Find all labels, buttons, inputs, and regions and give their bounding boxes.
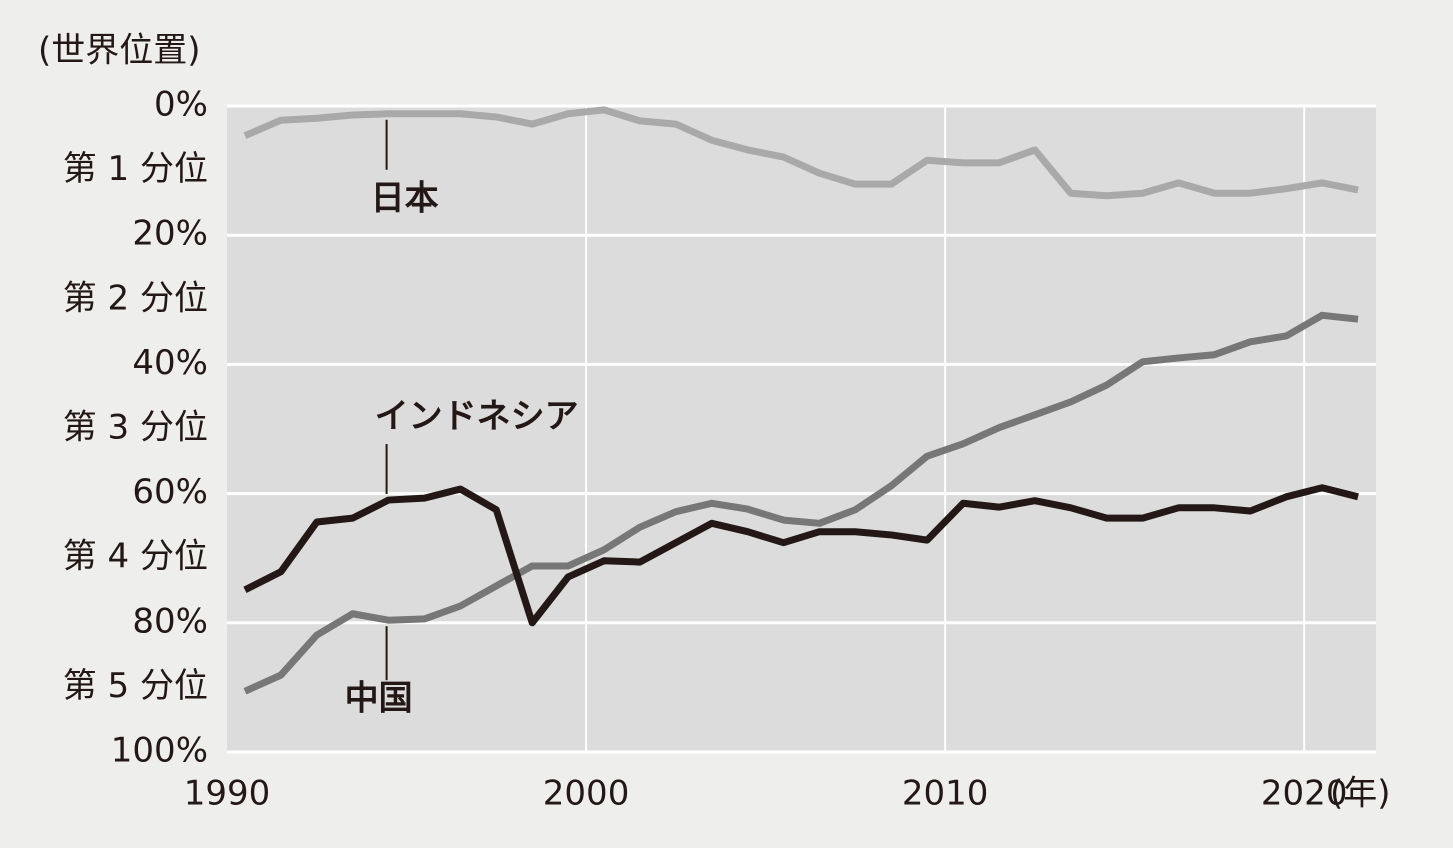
band-label: 第 5 分位	[63, 666, 208, 706]
plot-area	[227, 106, 1376, 752]
y-tick-label: 20%	[132, 214, 208, 254]
y-axis-label: (世界位置)	[38, 31, 201, 71]
band-label: 第 3 分位	[63, 408, 208, 448]
series-line	[243, 106, 1359, 200]
band-label: 第 2 分位	[63, 278, 208, 318]
y-tick-label: 100%	[111, 731, 208, 771]
y-tick-label: 60%	[132, 472, 208, 512]
series-line	[243, 484, 1359, 627]
x-unit: (年)	[1330, 774, 1391, 814]
y-tick-label: 40%	[132, 343, 208, 383]
series-line	[243, 311, 1359, 695]
x-tick-label: 2000	[543, 774, 630, 814]
series-label: 日本	[371, 178, 439, 218]
x-tick-label: 2010	[902, 774, 989, 814]
y-tick-label: 80%	[132, 601, 208, 641]
band-label: 第 1 分位	[63, 149, 208, 189]
y-tick-label: 0%	[154, 85, 208, 125]
band-label: 第 4 分位	[63, 537, 208, 577]
x-tick-label: 1990	[184, 774, 271, 814]
x-tick-label: 2020	[1261, 774, 1348, 814]
series-label: 中国	[345, 679, 413, 719]
series-label: インドネシア	[375, 397, 579, 437]
